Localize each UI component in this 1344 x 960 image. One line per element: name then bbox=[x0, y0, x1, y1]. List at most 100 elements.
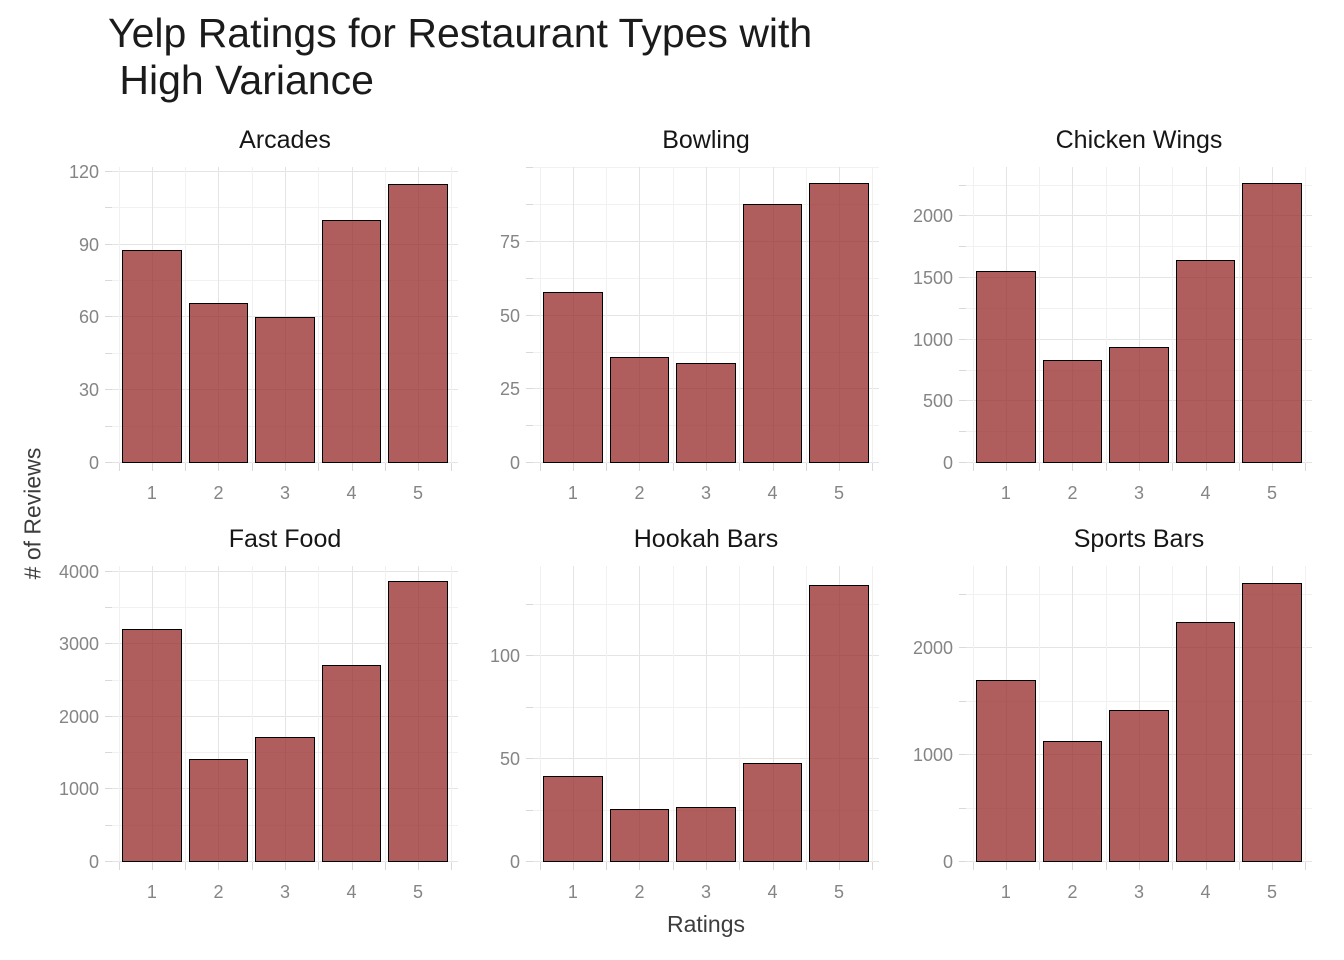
y-tick-mark bbox=[105, 788, 112, 790]
facet-bowling: Bowling 0 25 50 75 1 2 3 4 5 bbox=[500, 126, 879, 502]
y-tick-mark bbox=[959, 754, 966, 756]
grid-minor-line bbox=[1039, 167, 1041, 463]
grid-major-line bbox=[706, 167, 707, 463]
y-tick-mark bbox=[526, 462, 533, 463]
y-tick-mark bbox=[959, 277, 966, 278]
x-tick-mark bbox=[1272, 862, 1274, 870]
y-tick-mark bbox=[959, 184, 966, 186]
bar-hookah-bars-rating-2 bbox=[609, 808, 670, 862]
y-tick-label: 90 bbox=[78, 234, 99, 255]
facet-chicken-wings: Chicken Wings 0 500 1000 1500 2000 1 2 3 4 5 bbox=[913, 126, 1312, 502]
y-tick-mark bbox=[526, 167, 533, 169]
x-tick-mark bbox=[151, 463, 153, 471]
grid-minor-line bbox=[185, 167, 187, 463]
y-tick-mark bbox=[105, 352, 112, 354]
x-tick-mark bbox=[218, 463, 220, 471]
x-tick-mark bbox=[872, 862, 874, 870]
y-tick-label: 25 bbox=[499, 379, 520, 400]
x-tick-mark bbox=[1172, 862, 1174, 870]
y-tick-mark bbox=[959, 307, 966, 309]
grid-major-line bbox=[572, 566, 574, 862]
grid-minor-line bbox=[251, 167, 253, 463]
y-tick-label: 0 bbox=[88, 453, 99, 473]
x-tick-label: 2 bbox=[213, 882, 224, 902]
y-tick-label: 0 bbox=[942, 852, 953, 872]
y-tick-mark bbox=[959, 400, 966, 402]
grid-minor-line bbox=[805, 566, 807, 862]
x-tick-mark bbox=[1305, 463, 1307, 471]
y-tick-mark bbox=[526, 351, 533, 353]
grid-minor-line bbox=[251, 566, 253, 862]
x-tick-mark bbox=[572, 463, 574, 471]
y-tick-mark bbox=[105, 861, 112, 862]
y-tick-mark bbox=[959, 431, 966, 433]
x-tick-label: 4 bbox=[346, 882, 357, 902]
bar-chicken-wings-rating-1 bbox=[975, 270, 1036, 463]
x-tick-mark bbox=[451, 463, 453, 471]
bar-bowling-rating-1 bbox=[542, 292, 603, 463]
y-tick-mark bbox=[959, 647, 966, 649]
facet-hookah-bars: Hookah Bars 0 50 100 1 2 3 4 5 bbox=[490, 525, 879, 901]
bar-arcades-rating-1 bbox=[121, 249, 182, 463]
x-tick-mark bbox=[772, 862, 774, 870]
x-tick-mark bbox=[251, 463, 253, 471]
bar-sports-bars-rating-3 bbox=[1109, 710, 1169, 862]
grid-minor-line bbox=[1105, 566, 1107, 862]
grid-minor-line bbox=[1039, 566, 1041, 862]
y-tick-mark bbox=[526, 758, 533, 760]
x-tick-mark bbox=[1105, 862, 1107, 870]
facet-title-hookah-bars: Hookah Bars bbox=[633, 525, 779, 553]
x-tick-mark bbox=[118, 862, 120, 870]
x-tick-mark bbox=[351, 463, 353, 471]
bar-arcades-rating-5 bbox=[388, 183, 448, 463]
y-tick-mark bbox=[105, 643, 112, 645]
grid-minor-line bbox=[672, 566, 674, 862]
y-tick-label: 120 bbox=[68, 161, 99, 182]
x-tick-label: 2 bbox=[1067, 483, 1078, 503]
x-tick-label: 3 bbox=[279, 483, 291, 503]
bar-hookah-bars-rating-5 bbox=[809, 584, 869, 862]
x-tick-mark bbox=[572, 862, 574, 870]
x-tick-mark bbox=[1205, 862, 1207, 870]
grid-minor-line bbox=[1305, 167, 1307, 463]
y-tick-label: 60 bbox=[78, 307, 99, 328]
bar-sports-bars-rating-2 bbox=[1042, 741, 1103, 862]
grid-minor-line bbox=[539, 566, 541, 862]
y-tick-mark bbox=[959, 593, 966, 595]
y-tick-mark bbox=[105, 389, 112, 391]
x-tick-mark bbox=[118, 463, 120, 471]
x-tick-mark bbox=[251, 862, 253, 870]
y-tick-mark bbox=[959, 700, 966, 702]
bar-hookah-bars-rating-1 bbox=[542, 775, 603, 862]
bar-chicken-wings-rating-5 bbox=[1242, 183, 1302, 463]
x-tick-label: 2 bbox=[1067, 882, 1078, 902]
x-tick-mark bbox=[639, 463, 641, 471]
facet-title-bowling: Bowling bbox=[662, 126, 750, 154]
x-tick-mark bbox=[418, 862, 420, 870]
x-tick-label: 2 bbox=[634, 483, 645, 503]
x-tick-mark bbox=[285, 862, 286, 870]
grid-minor-line bbox=[118, 167, 120, 463]
y-tick-mark bbox=[959, 215, 966, 217]
x-tick-mark bbox=[185, 463, 187, 471]
y-tick-label: 1000 bbox=[58, 779, 99, 800]
grid-major-line bbox=[706, 566, 707, 862]
bar-arcades-rating-3 bbox=[255, 317, 315, 463]
y-tick-label: 1000 bbox=[912, 329, 953, 350]
grid-minor-line bbox=[1238, 566, 1240, 862]
y-tick-mark bbox=[526, 861, 533, 862]
x-tick-mark bbox=[1172, 463, 1174, 471]
x-tick-mark bbox=[418, 463, 420, 471]
y-tick-mark bbox=[959, 462, 966, 463]
x-tick-mark bbox=[351, 862, 353, 870]
x-tick-mark bbox=[805, 463, 807, 471]
x-tick-mark bbox=[1305, 862, 1307, 870]
x-tick-mark bbox=[1272, 463, 1274, 471]
grid-minor-line bbox=[318, 167, 320, 463]
y-tick-mark bbox=[526, 604, 533, 606]
y-tick-mark bbox=[526, 277, 533, 279]
x-tick-mark bbox=[972, 463, 974, 471]
grid-major-line bbox=[285, 566, 286, 862]
x-tick-mark bbox=[1005, 862, 1007, 870]
grid-major-line bbox=[218, 566, 220, 862]
